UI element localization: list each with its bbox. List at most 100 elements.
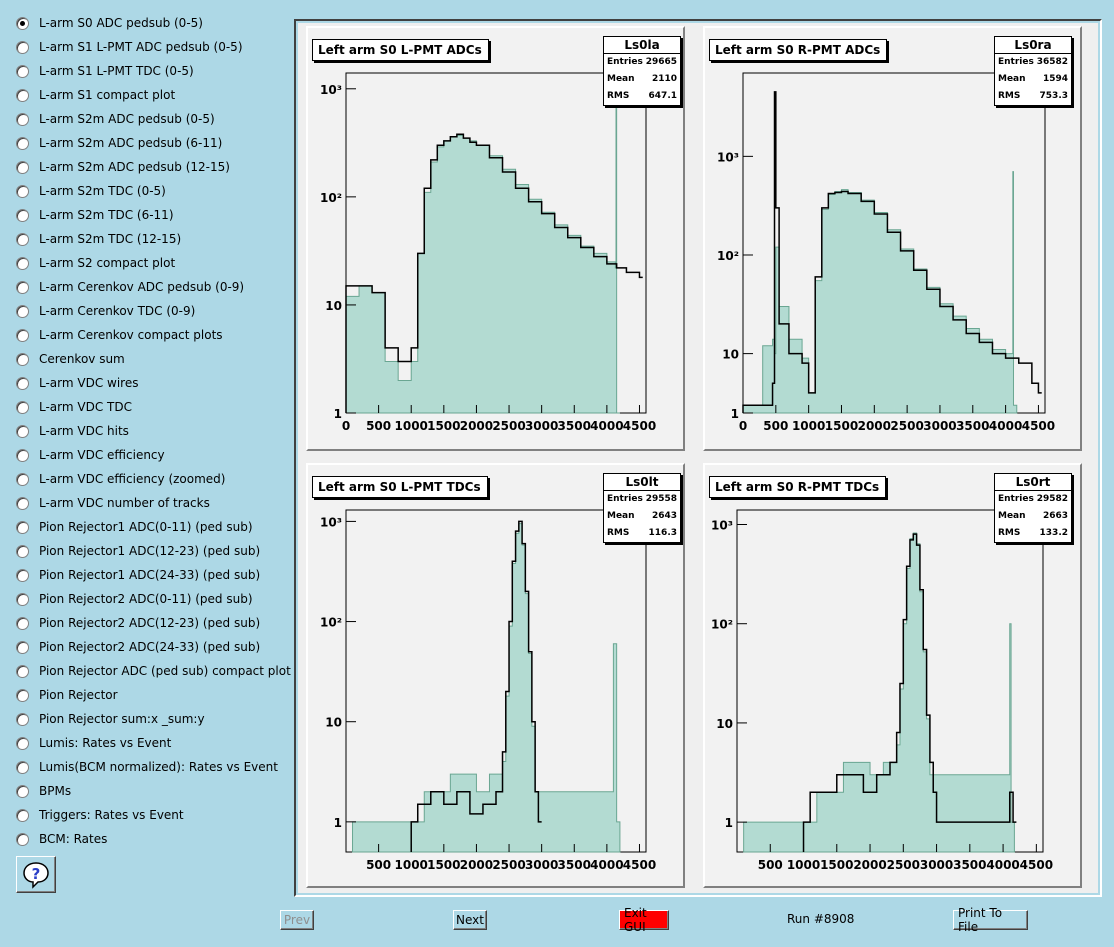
radio-circle[interactable] [16,616,29,630]
view-option-radio[interactable]: L-arm S2m ADC pedsub (0-5) [16,110,215,128]
view-option-radio[interactable]: Pion Rejector1 ADC(12-23) (ped sub) [16,542,260,560]
view-option-radio[interactable]: Pion Rejector1 ADC(24-33) (ped sub) [16,566,260,584]
radio-circle[interactable] [16,184,29,198]
help-button[interactable]: ? [16,856,56,893]
view-option-radio[interactable]: L-arm S2m TDC (6-11) [16,206,174,224]
stats-box: Ls0lt Entries 29558 Mean 2643 RMS 116.3 [603,473,681,543]
radio-label: L-arm S2m ADC pedsub (12-15) [39,160,230,174]
view-option-radio[interactable]: Pion Rejector ADC (ped sub) compact plot [16,662,291,680]
radio-circle[interactable] [16,808,29,822]
view-option-radio[interactable]: L-arm VDC wires [16,374,138,392]
x-tick-label: 0 [342,419,350,433]
view-option-radio[interactable]: Lumis(BCM normalized): Rates vs Event [16,758,278,776]
view-option-radio[interactable]: Pion Rejector1 ADC(0-11) (ped sub) [16,518,253,536]
view-option-radio[interactable]: L-arm Cerenkov TDC (0-9) [16,302,195,320]
view-option-radio[interactable]: L-arm S1 L-PMT ADC pedsub (0-5) [16,38,243,56]
radio-circle[interactable] [16,520,29,534]
x-tick-label: 2500 [492,419,525,433]
view-option-radio[interactable]: L-arm S2m TDC (12-15) [16,230,181,248]
histogram-pad[interactable]: 0 500 1000 1500 2000 2500 3000 3500 4000 4500 1 10 1… [703,26,1082,451]
exit-gui-button[interactable]: Exit GUI [619,906,669,934]
view-option-radio[interactable]: BPMs [16,782,71,800]
radio-circle[interactable] [16,232,29,246]
radio-label: L-arm VDC hits [39,424,129,438]
view-option-radio[interactable]: L-arm S2 compact plot [16,254,175,272]
radio-circle[interactable] [16,424,29,438]
radio-circle[interactable] [16,832,29,846]
radio-circle[interactable] [16,304,29,318]
print-to-file-button[interactable]: Print To File [953,906,1028,934]
view-option-radio[interactable]: Cerenkov sum [16,350,125,368]
radio-circle[interactable] [16,352,29,366]
stats-value: 2643 [651,511,677,521]
radio-circle[interactable] [16,664,29,678]
stats-value: 116.3 [648,528,677,538]
y-tick-label: 10³ [320,515,342,529]
radio-circle[interactable] [16,112,29,126]
view-option-radio[interactable]: Pion Rejector [16,686,118,704]
radio-circle[interactable] [16,640,29,654]
radio-circle[interactable] [16,712,29,726]
histogram-pad[interactable]: 500 1000 1500 2000 2500 3000 3500 4000 4500 1 10 10… [703,463,1082,888]
radio-circle[interactable] [16,160,29,174]
radio-circle[interactable] [16,544,29,558]
radio-circle[interactable] [16,280,29,294]
view-option-radio[interactable]: Lumis: Rates vs Event [16,734,171,752]
radio-circle[interactable] [16,400,29,414]
radio-circle[interactable] [16,16,29,30]
view-option-radio[interactable]: BCM: Rates [16,830,107,848]
stats-row: RMS 133.2 [995,525,1071,542]
radio-circle[interactable] [16,136,29,150]
radio-circle[interactable] [16,592,29,606]
view-option-radio[interactable]: L-arm Cerenkov ADC pedsub (0-9) [16,278,244,296]
view-option-radio[interactable]: L-arm Cerenkov compact plots [16,326,223,344]
radio-circle[interactable] [16,376,29,390]
x-tick-label: 4000 [989,419,1022,433]
view-option-radio[interactable]: L-arm S1 L-PMT TDC (0-5) [16,62,194,80]
view-option-radio[interactable]: L-arm S0 ADC pedsub (0-5) [16,14,203,32]
radio-circle[interactable] [16,328,29,342]
view-option-radio[interactable]: Pion Rejector2 ADC(24-33) (ped sub) [16,638,260,656]
view-option-radio[interactable]: Triggers: Rates vs Event [16,806,184,824]
radio-circle[interactable] [16,688,29,702]
radio-circle[interactable] [16,496,29,510]
histogram-canvas: 0 500 1000 1500 2000 2500 3000 3500 4000 4500 1 10 1… [298,23,1098,893]
prev-button[interactable]: Prev [280,910,314,930]
view-option-radio[interactable]: L-arm VDC number of tracks [16,494,210,512]
view-option-radio[interactable]: L-arm VDC TDC [16,398,132,416]
y-tick-label: 1 [731,407,739,421]
view-option-radio[interactable]: L-arm S2m ADC pedsub (12-15) [16,158,230,176]
radio-label: BCM: Rates [39,832,108,846]
radio-circle[interactable] [16,208,29,222]
histogram-pad[interactable]: 0 500 1000 1500 2000 2500 3000 3500 4000 4500 1 10 1… [306,26,685,451]
stats-key: RMS [998,91,1021,101]
x-tick-label: 4000 [986,858,1019,872]
radio-circle[interactable] [16,256,29,270]
radio-circle[interactable] [16,736,29,750]
view-option-radio[interactable]: L-arm VDC efficiency [16,446,165,464]
stats-key: Entries [607,57,643,67]
y-tick-label: 10² [711,618,733,632]
radio-circle[interactable] [16,64,29,78]
view-option-radio[interactable]: Pion Rejector2 ADC(12-23) (ped sub) [16,614,260,632]
canvas-frame: 0 500 1000 1500 2000 2500 3000 3500 4000 4500 1 10 1… [294,19,1102,897]
radio-circle[interactable] [16,448,29,462]
view-option-radio[interactable]: L-arm VDC efficiency (zoomed) [16,470,225,488]
y-tick-label: 10 [716,717,733,731]
histogram-plot: 0 500 1000 1500 2000 2500 3000 3500 4000 4500 1 10 1… [320,72,656,433]
radio-circle[interactable] [16,472,29,486]
radio-circle[interactable] [16,40,29,54]
radio-circle[interactable] [16,88,29,102]
view-option-radio[interactable]: L-arm S2m ADC pedsub (6-11) [16,134,222,152]
view-option-radio[interactable]: L-arm S2m TDC (0-5) [16,182,166,200]
view-option-radio[interactable]: L-arm VDC hits [16,422,129,440]
view-option-radio[interactable]: Pion Rejector2 ADC(0-11) (ped sub) [16,590,253,608]
radio-circle[interactable] [16,568,29,582]
histogram-pad[interactable]: 500 1000 1500 2000 2500 3000 3500 4000 4500 1 10 10… [306,463,685,888]
next-button[interactable]: Next [453,910,487,930]
view-option-radio[interactable]: L-arm S1 compact plot [16,86,175,104]
view-option-radio[interactable]: Pion Rejector sum:x _sum:y [16,710,205,728]
svg-text:?: ? [32,865,41,883]
radio-circle[interactable] [16,760,29,774]
radio-circle[interactable] [16,784,29,798]
